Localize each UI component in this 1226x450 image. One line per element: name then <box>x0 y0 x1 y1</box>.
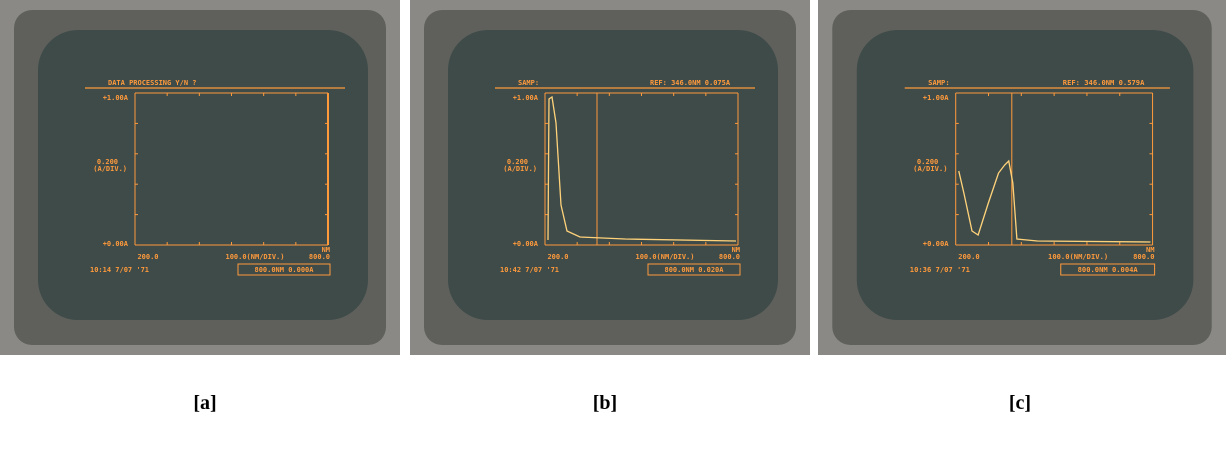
timestamp: 10:42 7/07 '71 <box>500 266 559 274</box>
x-unit-label: NM <box>1146 245 1155 254</box>
y-scale-label: 0.200 <box>917 157 938 166</box>
y-top-label: +1.00A <box>513 94 539 102</box>
y-top-label: +1.00A <box>923 93 950 102</box>
y-bottom-label: +0.00A <box>103 240 129 248</box>
timestamp: 10:14 7/07 '71 <box>90 266 149 274</box>
header-text: SAMP: <box>928 78 949 87</box>
header-text: SAMP: <box>518 79 539 87</box>
spectrum-trace <box>547 95 737 242</box>
x-left-label: 200.0 <box>137 253 158 261</box>
x-left-label: 200.0 <box>958 252 979 261</box>
x-scale-label: 100.0(NM/DIV.) <box>635 253 694 261</box>
monitor-photo: SAMP: REF: 346.0NM 0.075A +1.00A 0.200(A/DI… <box>410 0 810 355</box>
x-right-label: 800.0 <box>1133 252 1154 261</box>
y-scale-label: 0.200 <box>97 158 118 166</box>
y-bottom-label: +0.00A <box>513 240 539 248</box>
header-text: REF: 346.0NM 0.579A <box>1063 78 1145 87</box>
screen <box>856 30 1194 320</box>
x-scale-label: 100.0(NM/DIV.) <box>225 253 284 261</box>
monitor-photo: SAMP: REF: 346.0NM 0.579A +1.00A 0.200(A/DI… <box>818 0 1226 355</box>
readout-box <box>237 263 331 276</box>
header-text: DATA PROCESSING Y/N ? <box>108 79 197 87</box>
header-text: REF: 346.0NM 0.075A <box>650 79 731 87</box>
monitor-photo: DATA PROCESSING Y/N ? +1.00A 0.200(A/DIV.)… <box>0 0 400 355</box>
y-unit-label: (A/DIV.) <box>93 165 127 173</box>
y-unit-label: (A/DIV.) <box>913 164 947 173</box>
y-bottom-label: +0.00A <box>923 239 950 248</box>
caption: [c] <box>1008 392 1032 414</box>
cursor-readout: 800.0NM 0.020A <box>664 266 724 274</box>
x-left-label: 200.0 <box>547 253 568 261</box>
screen <box>38 30 368 320</box>
y-top-label: +1.00A <box>103 94 129 102</box>
caption: [b] <box>592 392 618 414</box>
spectrum-trace <box>958 159 1151 243</box>
screen <box>448 30 778 320</box>
x-right-label: 800.0 <box>719 253 740 261</box>
x-right-label: 800.0 <box>309 253 330 261</box>
x-unit-label: NM <box>322 246 330 254</box>
timestamp: 10:36 7/07 '71 <box>910 265 970 274</box>
readout-box <box>1060 263 1156 276</box>
x-scale-label: 100.0(NM/DIV.) <box>1048 252 1108 261</box>
x-unit-label: NM <box>732 246 740 254</box>
y-unit-label: (A/DIV.) <box>503 165 537 173</box>
y-scale-label: 0.200 <box>507 158 528 166</box>
readout-box <box>647 263 741 276</box>
caption: [a] <box>193 392 217 414</box>
cursor-readout: 800.0NM 0.004A <box>1078 265 1139 274</box>
cursor-readout: 800.0NM 0.000A <box>254 266 314 274</box>
